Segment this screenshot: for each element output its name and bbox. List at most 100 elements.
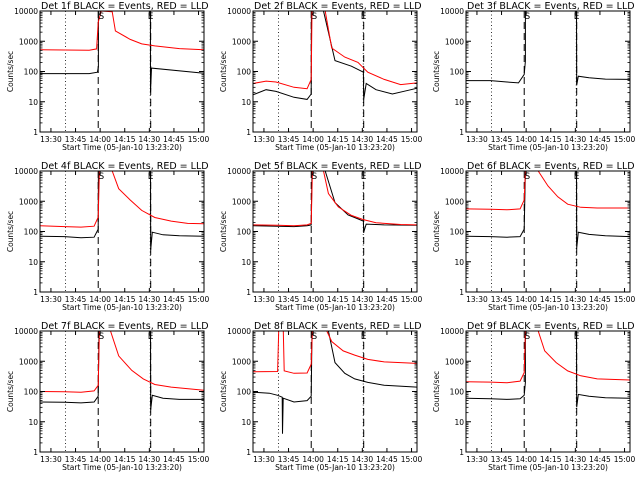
plot-frame <box>465 330 631 453</box>
y-tick-label: 1 <box>246 288 251 297</box>
y-tick-label: 10000 <box>14 327 38 336</box>
x-tick-label: 13:45 <box>278 295 300 304</box>
x-tick-label: 13:30 <box>253 135 275 144</box>
x-tick-label: 14:45 <box>163 135 185 144</box>
x-tick-label: 14:30 <box>565 455 587 464</box>
marker-s: S <box>312 172 318 182</box>
y-tick-label: 1 <box>33 448 38 457</box>
x-tick-label: 14:45 <box>376 135 398 144</box>
series-line-lld <box>466 331 630 384</box>
x-tick-label: 14:30 <box>565 135 587 144</box>
x-tick-label: 13:30 <box>40 455 62 464</box>
x-tick-label: 15:00 <box>614 455 636 464</box>
x-tick-label: 13:30 <box>466 135 488 144</box>
marker-e: E <box>574 332 580 342</box>
marker-s: S <box>99 12 105 22</box>
y-tick-label: 10 <box>241 418 251 427</box>
series-line-events <box>466 171 630 249</box>
x-tick-label: 15:00 <box>614 295 636 304</box>
series-line-lld <box>40 171 204 228</box>
x-tick-label: 13:30 <box>466 295 488 304</box>
x-tick-label: 14:15 <box>327 455 349 464</box>
x-tick-label: 14:00 <box>89 455 111 464</box>
panel-title: Det 5f BLACK = Events, RED = LLD <box>254 161 422 172</box>
x-tick-label: 13:30 <box>253 295 275 304</box>
plot-frame <box>39 10 205 133</box>
y-tick-label: 1000 <box>232 197 251 206</box>
x-tick-label: 14:15 <box>540 295 562 304</box>
x-tick-label: 14:15 <box>540 135 562 144</box>
y-tick-label: 10000 <box>440 327 464 336</box>
series-line-lld <box>40 11 204 51</box>
x-axis-label: Start Time (05-Jan-10 13:23:20) <box>62 303 182 312</box>
y-tick-label: 10 <box>28 98 38 107</box>
x-tick-label: 14:45 <box>163 295 185 304</box>
x-tick-label: 14:30 <box>352 455 374 464</box>
x-tick-label: 14:00 <box>515 135 537 144</box>
y-tick-label: 100 <box>450 388 465 397</box>
x-axis-label: Start Time (05-Jan-10 13:23:20) <box>488 143 608 152</box>
y-tick-label: 1000 <box>19 37 38 46</box>
panel-title: Det 3f BLACK = Events, RED = LLD <box>467 1 635 12</box>
x-tick-label: 13:30 <box>40 295 62 304</box>
y-tick-label: 10000 <box>227 327 251 336</box>
marker-e: E <box>361 332 367 342</box>
series-line-events <box>40 331 204 410</box>
y-tick-label: 100 <box>450 68 465 77</box>
x-tick-label: 13:45 <box>65 135 87 144</box>
x-tick-label: 13:45 <box>65 455 87 464</box>
marker-s: S <box>525 332 531 342</box>
x-tick-label: 15:00 <box>188 135 210 144</box>
x-tick-label: 13:45 <box>65 295 87 304</box>
panel-title: Det 6f BLACK = Events, RED = LLD <box>467 161 635 172</box>
x-tick-label: 13:30 <box>466 455 488 464</box>
plot-frame <box>465 10 631 133</box>
x-tick-label: 14:45 <box>589 135 611 144</box>
series-line-events <box>40 11 204 93</box>
panel-title: Det 9f BLACK = Events, RED = LLD <box>467 321 635 332</box>
x-tick-label: 14:00 <box>89 135 111 144</box>
y-tick-label: 10 <box>454 98 464 107</box>
y-tick-label: 10 <box>28 418 38 427</box>
y-tick-label: 1 <box>246 128 251 137</box>
y-tick-label: 1000 <box>232 37 251 46</box>
y-axis-label: Counts/sec <box>432 211 441 252</box>
x-tick-label: 14:15 <box>327 295 349 304</box>
marker-s: S <box>99 332 105 342</box>
x-tick-label: 14:15 <box>114 135 136 144</box>
x-tick-label: 15:00 <box>401 455 423 464</box>
marker-s: S <box>525 12 531 22</box>
x-tick-label: 13:45 <box>278 455 300 464</box>
panel-title: Det 8f BLACK = Events, RED = LLD <box>254 321 422 332</box>
marker-s: S <box>99 172 105 182</box>
y-tick-label: 1 <box>459 448 464 457</box>
series-line-events <box>40 171 204 250</box>
series-line-events <box>253 11 417 100</box>
series-line-lld <box>253 331 417 374</box>
series-line-events <box>466 11 630 86</box>
x-tick-label: 14:15 <box>114 295 136 304</box>
y-tick-label: 1 <box>33 128 38 137</box>
x-tick-label: 14:00 <box>302 455 324 464</box>
x-axis-label: Start Time (05-Jan-10 13:23:20) <box>275 303 395 312</box>
y-tick-label: 1 <box>459 128 464 137</box>
y-tick-label: 100 <box>450 228 465 237</box>
y-tick-label: 10 <box>454 258 464 267</box>
y-tick-label: 10000 <box>14 7 38 16</box>
y-axis-label: Counts/sec <box>219 211 228 252</box>
panel-title: Det 4f BLACK = Events, RED = LLD <box>41 161 209 172</box>
x-axis-label: Start Time (05-Jan-10 13:23:20) <box>488 463 608 472</box>
marker-e: E <box>574 172 580 182</box>
x-tick-label: 15:00 <box>188 295 210 304</box>
series-line-events <box>466 331 630 408</box>
series-line-events <box>253 331 417 434</box>
x-axis-label: Start Time (05-Jan-10 13:23:20) <box>62 463 182 472</box>
x-tick-label: 14:30 <box>352 135 374 144</box>
panel-title: Det 7f BLACK = Events, RED = LLD <box>41 321 209 332</box>
y-tick-label: 1 <box>33 288 38 297</box>
y-tick-label: 100 <box>237 68 252 77</box>
y-tick-label: 100 <box>237 228 252 237</box>
x-tick-label: 14:15 <box>540 455 562 464</box>
